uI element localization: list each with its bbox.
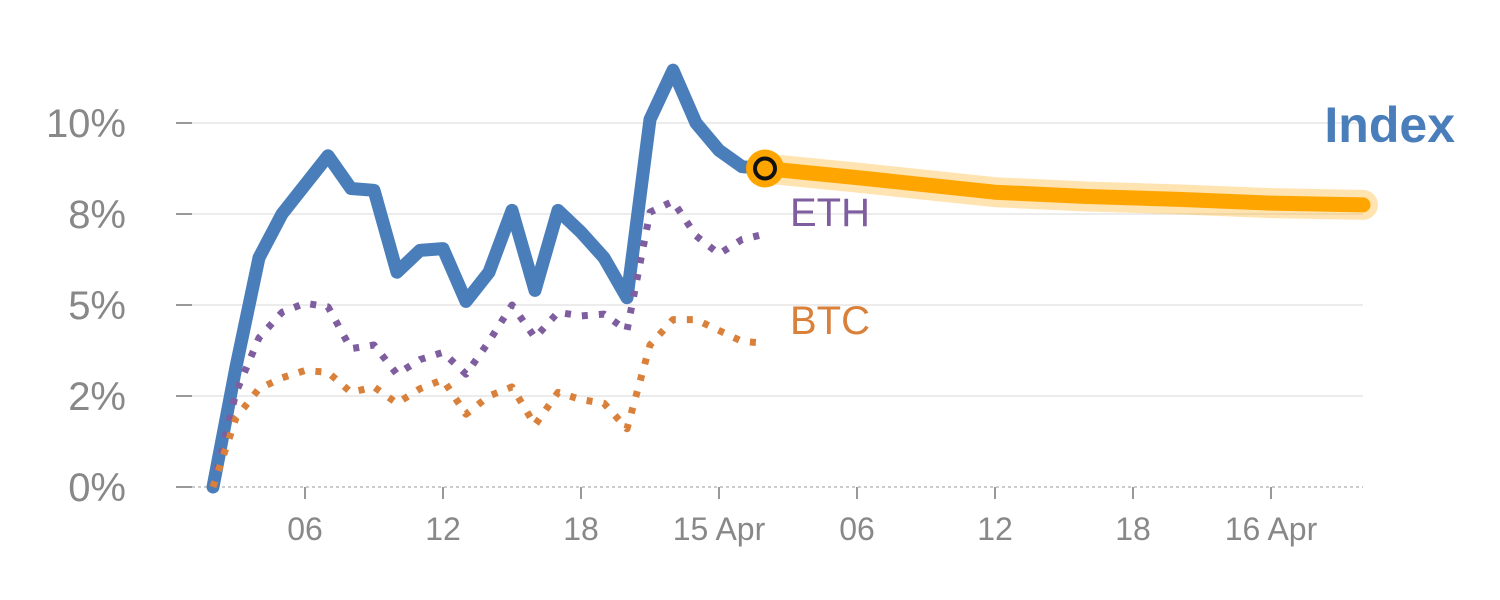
x-tick-label: 15 Apr xyxy=(673,511,766,547)
y-axis-ticks: 0% 2% 5% 8% 10% xyxy=(46,102,126,510)
x-tick-label: 16 Apr xyxy=(1225,511,1318,547)
index-forecast-line xyxy=(757,161,1371,213)
y-tick-label: 5% xyxy=(68,284,126,328)
x-tick-label: 06 xyxy=(287,511,323,547)
x-tick-label: 06 xyxy=(839,511,875,547)
series-lines xyxy=(206,63,1378,494)
x-axis-ticks: 06 12 18 15 Apr 06 12 18 16 Apr xyxy=(287,487,1318,547)
x-tick-label: 12 xyxy=(425,511,461,547)
series-label-btc: BTC xyxy=(790,299,870,343)
x-tick-label: 12 xyxy=(977,511,1013,547)
y-tick-label: 10% xyxy=(46,102,126,146)
index-line xyxy=(206,63,772,494)
eth-line xyxy=(209,197,766,488)
series-labels: ETH BTC xyxy=(790,191,870,343)
y-tick-label: 8% xyxy=(68,193,126,237)
series-label-eth: ETH xyxy=(790,191,870,235)
y-tick-label: 0% xyxy=(68,466,126,510)
forecast-start-marker-ring xyxy=(753,156,777,181)
chart-title: Index xyxy=(1324,97,1455,153)
btc-line xyxy=(209,316,766,489)
x-tick-label: 18 xyxy=(563,511,599,547)
y-tick-label: 2% xyxy=(68,375,126,419)
x-tick-label: 18 xyxy=(1115,511,1151,547)
